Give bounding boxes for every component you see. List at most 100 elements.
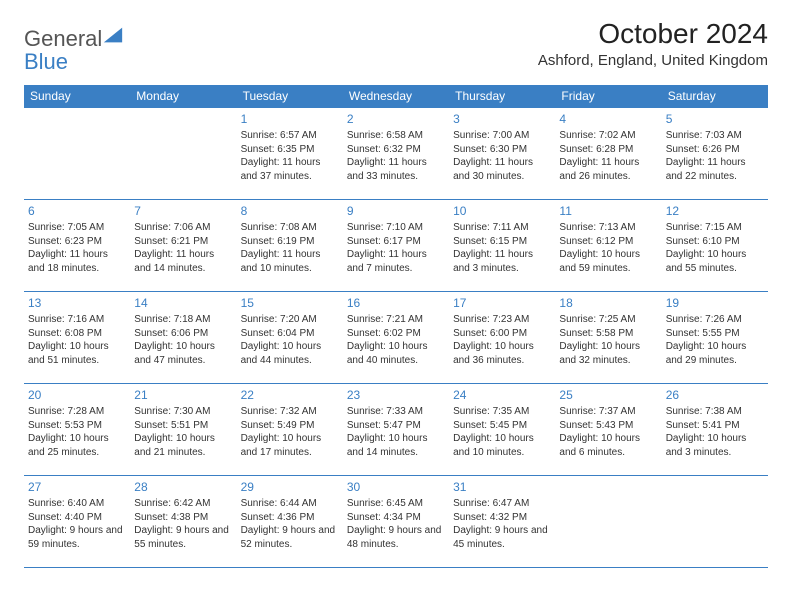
sunset-line: Sunset: 6:28 PM: [559, 143, 657, 157]
daylight-line: Daylight: 10 hours and 3 minutes.: [666, 432, 764, 459]
sunrise-line: Sunrise: 7:25 AM: [559, 313, 657, 327]
weekday-header: Monday: [130, 85, 236, 108]
calendar-day-cell: 14Sunrise: 7:18 AMSunset: 6:06 PMDayligh…: [130, 292, 236, 384]
day-number: 22: [241, 387, 339, 403]
sunrise-line: Sunrise: 6:44 AM: [241, 497, 339, 511]
sunrise-line: Sunrise: 7:16 AM: [28, 313, 126, 327]
calendar-day-cell: 1Sunrise: 6:57 AMSunset: 6:35 PMDaylight…: [237, 108, 343, 200]
day-number: 1: [241, 111, 339, 127]
sunset-line: Sunset: 6:23 PM: [28, 235, 126, 249]
calendar-day-cell: 29Sunrise: 6:44 AMSunset: 4:36 PMDayligh…: [237, 476, 343, 568]
daylight-line: Daylight: 10 hours and 36 minutes.: [453, 340, 551, 367]
day-number: 8: [241, 203, 339, 219]
sunset-line: Sunset: 6:10 PM: [666, 235, 764, 249]
logo-text-gray: General: [24, 26, 102, 51]
sunset-line: Sunset: 5:51 PM: [134, 419, 232, 433]
daylight-line: Daylight: 10 hours and 29 minutes.: [666, 340, 764, 367]
weekday-header: Tuesday: [237, 85, 343, 108]
daylight-line: Daylight: 10 hours and 10 minutes.: [453, 432, 551, 459]
calendar-week-row: 27 Sunrise: 6:40 AMSunset: 4:40 PM Dayligh…: [24, 476, 768, 568]
month-title: October 2024: [538, 18, 768, 50]
weekday-header: Saturday: [662, 85, 768, 108]
sunset-line: Sunset: 6:35 PM: [241, 143, 339, 157]
weekday-header: Friday: [555, 85, 661, 108]
calendar-day-cell: 26Sunrise: 7:38 AMSunset: 5:41 PMDayligh…: [662, 384, 768, 476]
page-header: General Blue October 2024 Ashford, Engla…: [24, 18, 768, 73]
sunset-line: Sunset: 4:36 PM: [241, 511, 339, 525]
sunset-line: Sunset: 6:21 PM: [134, 235, 232, 249]
daylight-line: Daylight: 10 hours and 17 minutes.: [241, 432, 339, 459]
day-number: 25: [559, 387, 657, 403]
location-text: Ashford, England, United Kingdom: [538, 52, 768, 69]
calendar-day-cell: 22Sunrise: 7:32 AMSunset: 5:49 PMDayligh…: [237, 384, 343, 476]
sunrise-line: Sunrise: 7:10 AM: [347, 221, 445, 235]
calendar-day-cell: 6Sunrise: 7:05 AMSunset: 6:23 PMDaylight…: [24, 200, 130, 292]
calendar-day-cell: 13Sunrise: 7:16 AMSunset: 6:08 PMDayligh…: [24, 292, 130, 384]
calendar-day-cell: 10Sunrise: 7:11 AMSunset: 6:15 PMDayligh…: [449, 200, 555, 292]
day-number: 31: [453, 479, 551, 495]
weekday-header: Sunday: [24, 85, 130, 108]
daylight-line: Daylight: 10 hours and 59 minutes.: [559, 248, 657, 275]
calendar-day-cell: 9Sunrise: 7:10 AMSunset: 6:17 PMDaylight…: [343, 200, 449, 292]
sunrise-line: Sunrise: 7:37 AM: [559, 405, 657, 419]
sunset-line: Sunset: 5:58 PM: [559, 327, 657, 341]
calendar-day-cell: 12Sunrise: 7:15 AMSunset: 6:10 PMDayligh…: [662, 200, 768, 292]
calendar-day-cell: 28Sunrise: 6:42 AMSunset: 4:38 PMDayligh…: [130, 476, 236, 568]
calendar-day-cell: 20Sunrise: 7:28 AMSunset: 5:53 PMDayligh…: [24, 384, 130, 476]
calendar-day-cell: [24, 108, 130, 200]
sunrise-line: Sunrise: 7:28 AM: [28, 405, 126, 419]
sunset-line: Sunset: 4:40 PM: [28, 511, 126, 525]
day-number: 23: [347, 387, 445, 403]
weekday-header: Wednesday: [343, 85, 449, 108]
calendar-day-cell: 18Sunrise: 7:25 AMSunset: 5:58 PMDayligh…: [555, 292, 661, 384]
sunrise-line: Sunrise: 6:58 AM: [347, 129, 445, 143]
calendar-day-cell: 27Sunrise: 6:40 AMSunset: 4:40 PMDayligh…: [24, 476, 130, 568]
day-number: 13: [28, 295, 126, 311]
sunset-line: Sunset: 4:34 PM: [347, 511, 445, 525]
day-number: 3: [453, 111, 551, 127]
sunrise-line: Sunrise: 6:40 AM: [28, 497, 126, 511]
calendar-day-cell: 5Sunrise: 7:03 AMSunset: 6:26 PMDaylight…: [662, 108, 768, 200]
daylight-line: Daylight: 10 hours and 6 minutes.: [559, 432, 657, 459]
sunrise-line: Sunrise: 6:45 AM: [347, 497, 445, 511]
sunset-line: Sunset: 6:00 PM: [453, 327, 551, 341]
calendar-day-cell: 7Sunrise: 7:06 AMSunset: 6:21 PMDaylight…: [130, 200, 236, 292]
daylight-line: Daylight: 10 hours and 14 minutes.: [347, 432, 445, 459]
sunset-line: Sunset: 5:45 PM: [453, 419, 551, 433]
calendar-week-row: 20 Sunrise: 7:28 AMSunset: 5:53 PM Dayligh…: [24, 384, 768, 476]
daylight-line: Daylight: 9 hours and 45 minutes.: [453, 524, 551, 551]
sunrise-line: Sunrise: 7:02 AM: [559, 129, 657, 143]
daylight-line: Daylight: 11 hours and 10 minutes.: [241, 248, 339, 275]
day-number: 27: [28, 479, 126, 495]
daylight-line: Daylight: 11 hours and 7 minutes.: [347, 248, 445, 275]
day-number: 30: [347, 479, 445, 495]
day-number: 24: [453, 387, 551, 403]
sunset-line: Sunset: 6:06 PM: [134, 327, 232, 341]
day-number: 20: [28, 387, 126, 403]
day-number: 29: [241, 479, 339, 495]
daylight-line: Daylight: 10 hours and 32 minutes.: [559, 340, 657, 367]
sunset-line: Sunset: 5:53 PM: [28, 419, 126, 433]
sunrise-line: Sunrise: 7:20 AM: [241, 313, 339, 327]
calendar-day-cell: [662, 476, 768, 568]
calendar-day-cell: 3Sunrise: 7:00 AMSunset: 6:30 PMDaylight…: [449, 108, 555, 200]
calendar-day-cell: 31Sunrise: 6:47 AMSunset: 4:32 PMDayligh…: [449, 476, 555, 568]
sunset-line: Sunset: 5:55 PM: [666, 327, 764, 341]
sunrise-line: Sunrise: 7:32 AM: [241, 405, 339, 419]
calendar-day-cell: 16Sunrise: 7:21 AMSunset: 6:02 PMDayligh…: [343, 292, 449, 384]
day-number: 6: [28, 203, 126, 219]
daylight-line: Daylight: 10 hours and 55 minutes.: [666, 248, 764, 275]
sunset-line: Sunset: 6:26 PM: [666, 143, 764, 157]
sunrise-line: Sunrise: 6:57 AM: [241, 129, 339, 143]
calendar-day-cell: 23Sunrise: 7:33 AMSunset: 5:47 PMDayligh…: [343, 384, 449, 476]
sunrise-line: Sunrise: 7:21 AM: [347, 313, 445, 327]
calendar-body: 1 Sunrise: 6:57 AMSunset: 6:35 PM Daylight…: [24, 108, 768, 568]
daylight-line: Daylight: 11 hours and 14 minutes.: [134, 248, 232, 275]
sunrise-line: Sunrise: 7:23 AM: [453, 313, 551, 327]
calendar-day-cell: 4Sunrise: 7:02 AMSunset: 6:28 PMDaylight…: [555, 108, 661, 200]
sunrise-line: Sunrise: 7:03 AM: [666, 129, 764, 143]
calendar-day-cell: 30Sunrise: 6:45 AMSunset: 4:34 PMDayligh…: [343, 476, 449, 568]
calendar-table: SundayMondayTuesdayWednesdayThursdayFrid…: [24, 85, 768, 568]
daylight-line: Daylight: 10 hours and 21 minutes.: [134, 432, 232, 459]
sunrise-line: Sunrise: 7:05 AM: [28, 221, 126, 235]
